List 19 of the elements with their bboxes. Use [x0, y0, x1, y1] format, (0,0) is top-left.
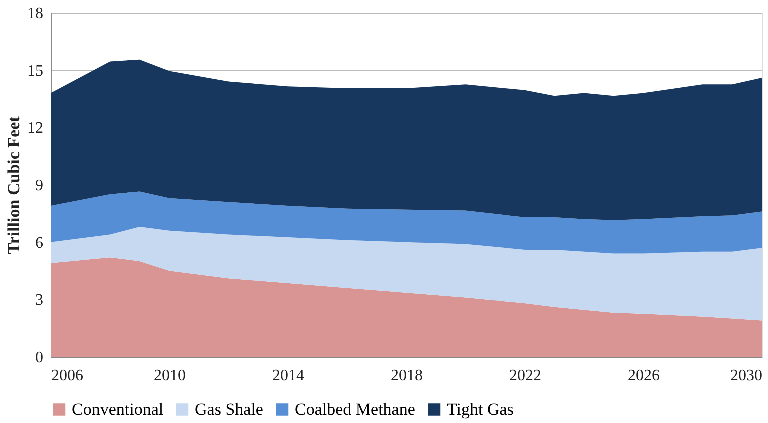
x-tick-label: 2030: [730, 368, 762, 384]
legend-label: Coalbed Methane: [295, 400, 416, 419]
y-tick-label: 6: [36, 234, 44, 252]
x-tick-label: 2006: [52, 368, 84, 384]
y-tick-label: 18: [28, 6, 44, 22]
y-tick-label: 12: [28, 120, 44, 138]
y-tick-label: 9: [36, 178, 44, 194]
y-tick-label: 15: [28, 62, 44, 80]
legend-label: Tight Gas: [447, 400, 514, 419]
x-tick-label: 2026: [628, 368, 660, 384]
x-tick-label: 2010: [154, 368, 186, 384]
x-tick-label: 2022: [510, 368, 542, 384]
y-tick-label: 0: [36, 350, 44, 366]
x-tick-label: 2018: [391, 368, 423, 384]
y-axis-title: Trillion Cubic Feet: [4, 116, 24, 254]
x-tick-label: 2014: [272, 368, 304, 384]
legend-label: Gas Shale: [195, 400, 264, 419]
legend-label: Conventional: [72, 400, 164, 419]
y-tick-label: 3: [36, 292, 44, 310]
